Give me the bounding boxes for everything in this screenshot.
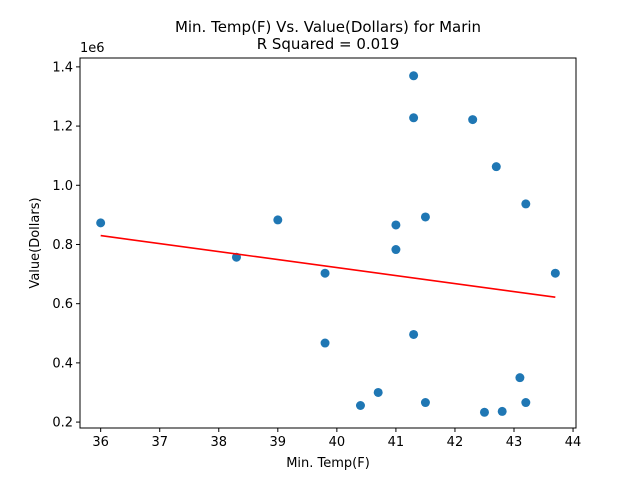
data-point-17	[497, 406, 507, 416]
data-point-7	[391, 220, 401, 230]
y-axis-label: Value(Dollars)	[28, 197, 43, 288]
data-point-10	[409, 113, 419, 123]
data-point-0	[96, 218, 106, 228]
y-tick-label-6: 1.4	[52, 60, 73, 75]
x-tick-label-3: 39	[270, 435, 287, 450]
data-point-2	[273, 215, 283, 225]
data-point-14	[468, 115, 478, 125]
data-point-4	[320, 338, 330, 348]
y-axis: 0.2 0.4 0.6 0.8 1.0 1.2 1.4	[52, 60, 80, 431]
x-tick-label-6: 42	[447, 435, 464, 450]
plot-area	[96, 71, 560, 417]
data-point-20	[521, 398, 531, 408]
data-point-5	[355, 401, 365, 411]
x-tick-label-4: 40	[329, 435, 346, 450]
data-point-18	[515, 373, 525, 383]
x-tick-label-1: 37	[151, 435, 168, 450]
data-point-6	[373, 387, 383, 397]
y-tick-label-2: 0.6	[52, 297, 73, 312]
data-point-12	[420, 212, 430, 222]
data-point-19	[521, 199, 531, 209]
chart-title-line2: R Squared = 0.019	[257, 35, 400, 53]
regression-line	[100, 234, 556, 298]
x-tick-label-2: 38	[210, 435, 227, 450]
chart-title-line1: Min. Temp(F) Vs. Value(Dollars) for Mari…	[175, 18, 481, 36]
data-point-3	[320, 268, 330, 278]
data-point-16	[491, 162, 501, 172]
y-offset-label: 1e6	[80, 41, 105, 56]
x-axis-label: Min. Temp(F)	[286, 456, 370, 471]
y-tick-label-5: 1.2	[52, 120, 73, 135]
data-point-9	[409, 71, 419, 81]
y-tick-label-1: 0.4	[52, 356, 73, 371]
x-tick-label-8: 44	[565, 435, 582, 450]
data-point-13	[420, 398, 430, 408]
y-tick-label-4: 1.0	[52, 179, 73, 194]
data-point-8	[391, 245, 401, 255]
y-tick-label-3: 0.8	[52, 238, 73, 253]
x-tick-label-7: 43	[506, 435, 523, 450]
x-tick-label-5: 41	[388, 435, 405, 450]
data-point-21	[550, 268, 560, 278]
y-tick-label-0: 0.2	[52, 416, 73, 431]
data-point-15	[479, 407, 489, 417]
data-point-11	[409, 329, 419, 339]
plot-frame	[79, 57, 577, 429]
x-axis: 36 37 38 39 40 41 42 43 44	[92, 428, 581, 450]
x-tick-label-0: 36	[92, 435, 109, 450]
